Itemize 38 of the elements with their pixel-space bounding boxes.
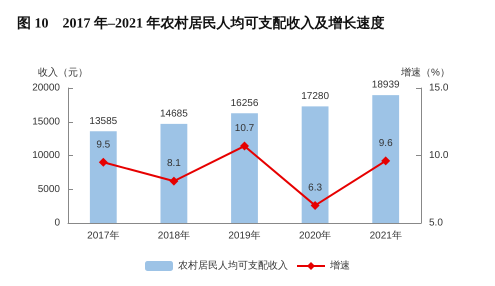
data-label: 16256 bbox=[230, 98, 259, 109]
bar bbox=[372, 95, 400, 223]
point bbox=[310, 200, 320, 210]
data-label: 10.7 bbox=[234, 123, 255, 134]
data-label: 17280 bbox=[301, 90, 330, 102]
x-tick-label: 2021年 bbox=[370, 230, 402, 242]
data-label: 6.3 bbox=[308, 182, 322, 194]
bar bbox=[231, 113, 258, 223]
y2-axis-title: 增速（%） bbox=[400, 66, 450, 78]
data-label: 8.1 bbox=[166, 158, 182, 170]
y-tick-label: 0 bbox=[54, 218, 60, 228]
x-tick-label: 2020年 bbox=[298, 230, 332, 242]
y2-tick-label: 15.0 bbox=[429, 82, 449, 94]
y2-tick-label: 5.0 bbox=[429, 218, 444, 228]
bar bbox=[160, 124, 188, 223]
point bbox=[98, 158, 108, 167]
data-label: 13585 bbox=[89, 116, 118, 127]
point bbox=[240, 142, 249, 151]
data-label: 9.5 bbox=[96, 139, 111, 150]
data-label: 18939 bbox=[372, 80, 400, 91]
x-tick-label: 2019年 bbox=[228, 230, 261, 242]
y2-tick-label: 10.0 bbox=[429, 150, 449, 161]
x-tick-label: 2018年 bbox=[158, 230, 190, 242]
legend-label: 农村居民人均可支配收入 bbox=[178, 260, 288, 272]
y-tick-label: 5000 bbox=[38, 184, 60, 195]
y-tick-label: 20000 bbox=[32, 82, 60, 94]
point bbox=[381, 156, 390, 166]
x-tick-label: 2017年 bbox=[87, 230, 120, 242]
bar bbox=[302, 106, 329, 223]
data-label: 14685 bbox=[160, 108, 188, 120]
y-tick-label: 15000 bbox=[32, 116, 60, 128]
data-label: 9.6 bbox=[378, 138, 394, 149]
y-axis-title: 收入（元） bbox=[38, 66, 88, 78]
point bbox=[169, 176, 178, 186]
bar bbox=[90, 131, 117, 223]
legend-label: 增速 bbox=[329, 260, 350, 272]
chart-title: 图 10 2017 年–2021 年农村居民人均可支配收入及增长速度 bbox=[17, 14, 384, 32]
y-tick-label: 10000 bbox=[32, 150, 60, 161]
